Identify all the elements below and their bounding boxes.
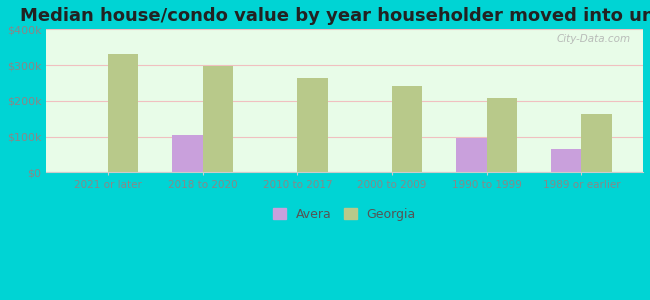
Bar [456,138,487,172]
Bar [172,135,203,172]
Legend: Avera, Georgia: Avera, Georgia [268,203,421,226]
Bar [298,77,328,172]
Bar [108,54,138,172]
Title: Median house/condo value by year householder moved into unit: Median house/condo value by year househo… [20,7,650,25]
Bar [392,86,422,172]
Bar [203,66,233,172]
Text: City-Data.com: City-Data.com [557,34,631,44]
Bar [487,98,517,172]
Bar [582,114,612,172]
Bar [551,149,582,172]
